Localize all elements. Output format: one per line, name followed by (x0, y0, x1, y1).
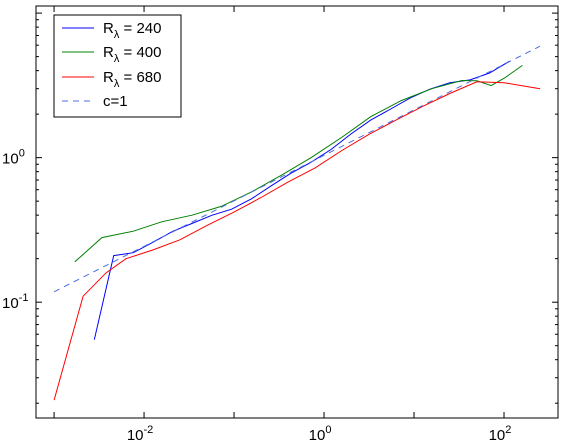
axis-ticks (36, 6, 558, 418)
axis-tick-labels: 10-2 100 102 10-1 100 (2, 148, 511, 444)
series-line-3 (53, 81, 541, 401)
legend-label-4: c=1 (103, 93, 128, 110)
x-tick-label: 100 (309, 424, 332, 444)
legend: Rλ = 240 Rλ = 400 Rλ = 680 c=1 (53, 14, 182, 118)
legend-label-2: Rλ = 400 (103, 44, 161, 65)
x-tick-label: 10-2 (127, 424, 153, 444)
plot-frame (35, 5, 559, 419)
legend-label-3: Rλ = 680 (103, 69, 161, 90)
legend-label-1: Rλ = 240 (103, 20, 161, 41)
y-tick-label: 10-1 (2, 292, 28, 312)
y-tick-label: 100 (2, 148, 25, 168)
legend-box (53, 14, 182, 118)
x-tick-label: 102 (489, 424, 512, 444)
series-line-4 (53, 45, 541, 293)
plot-lines (53, 45, 541, 401)
